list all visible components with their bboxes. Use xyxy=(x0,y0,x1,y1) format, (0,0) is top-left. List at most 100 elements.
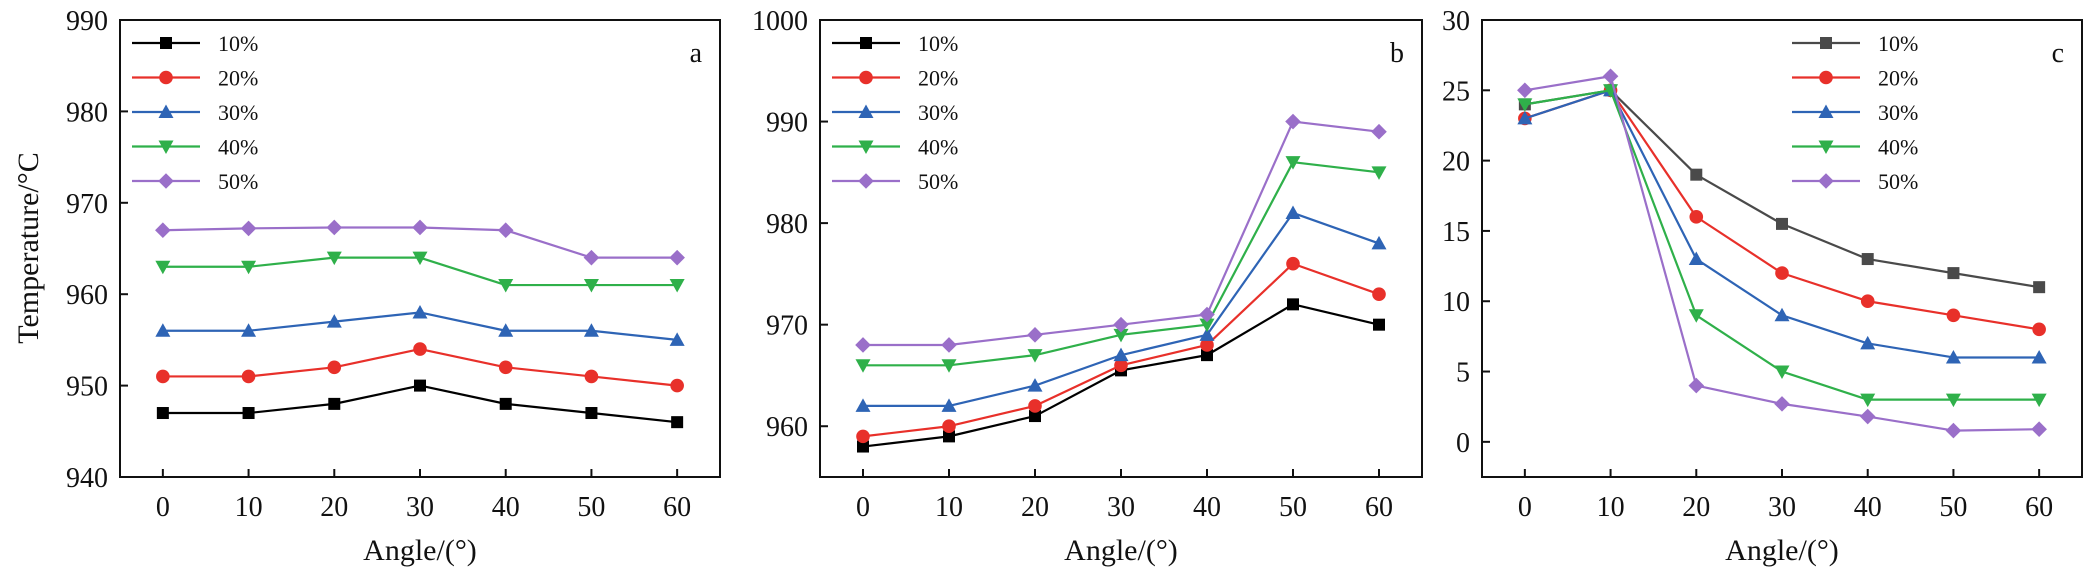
legend-marker xyxy=(859,70,873,85)
legend-marker xyxy=(158,173,174,189)
data-point xyxy=(584,369,599,384)
legend-label: 10% xyxy=(918,31,958,56)
data-point xyxy=(498,360,513,375)
legend-marker xyxy=(858,104,874,118)
y-tick-label: 20 xyxy=(1442,147,1470,178)
data-point xyxy=(941,337,957,353)
data-point xyxy=(1113,347,1129,362)
series-10% xyxy=(156,379,684,429)
legend-marker xyxy=(1818,173,1834,189)
data-point xyxy=(1028,399,1042,413)
data-point xyxy=(498,323,514,337)
legend-marker xyxy=(860,37,872,49)
data-point xyxy=(1947,267,1960,280)
data-point xyxy=(1945,422,1962,439)
y-tick-label: 970 xyxy=(66,189,108,220)
data-point xyxy=(1517,110,1533,125)
data-point xyxy=(1285,156,1301,170)
data-point xyxy=(242,407,255,420)
x-tick-label: 10 xyxy=(1597,492,1625,523)
data-point xyxy=(1689,210,1704,224)
data-point xyxy=(1774,396,1790,412)
data-point xyxy=(1517,98,1533,112)
data-point xyxy=(941,398,957,412)
y-tick-label: 0 xyxy=(1456,428,1470,459)
data-point xyxy=(941,359,957,373)
data-point xyxy=(2032,322,2046,337)
series-line xyxy=(1524,89,2040,289)
data-point xyxy=(1690,168,1703,181)
series-50% xyxy=(855,113,1387,353)
data-point xyxy=(671,416,684,429)
y-tick-label: 15 xyxy=(1442,217,1470,248)
legend-marker xyxy=(160,37,172,49)
series-30% xyxy=(155,304,685,346)
x-tick-label: 20 xyxy=(1682,492,1710,523)
data-point xyxy=(1113,328,1129,343)
series-30% xyxy=(855,205,1387,412)
x-tick-label: 0 xyxy=(156,492,170,523)
legend-marker xyxy=(159,70,173,85)
x-tick-label: 10 xyxy=(235,492,263,523)
x-tick-label: 0 xyxy=(1518,492,1532,523)
legend-label: 40% xyxy=(918,135,958,160)
data-point xyxy=(414,379,426,392)
y-tick-label: 1000 xyxy=(752,6,808,37)
data-point xyxy=(2031,349,2047,364)
data-point xyxy=(1027,349,1043,363)
legend-marker xyxy=(158,140,174,154)
data-point xyxy=(1027,327,1043,343)
data-point xyxy=(412,219,428,236)
y-tick-label: 5 xyxy=(1456,358,1470,389)
data-point xyxy=(241,369,256,384)
y-tick-label: 970 xyxy=(766,311,808,342)
data-point xyxy=(1776,217,1788,230)
legend-label: 30% xyxy=(218,100,258,125)
data-point xyxy=(2031,421,2047,437)
chart-panel-a: 0 10 20 30 40 50 60 940 950 960 970 980 990 Angle/(°)… xyxy=(12,6,721,567)
series-line xyxy=(1524,89,2040,331)
data-point xyxy=(1114,358,1128,373)
chart-panel-c: 0 10 20 30 40 50 60 0 5 10 15 20 25 30 Angle/(°) c 10% 20… xyxy=(1442,6,2083,567)
data-point xyxy=(413,342,427,356)
data-point xyxy=(1372,287,1386,302)
data-point xyxy=(1199,327,1215,341)
x-tick-label: 60 xyxy=(663,492,691,523)
y-tick-label: 990 xyxy=(766,108,808,139)
data-point xyxy=(1200,338,1214,352)
x-axis-title: Angle/(°) xyxy=(1064,534,1178,567)
legend: 10% 20% 30% 40% 50% xyxy=(132,31,258,194)
data-point xyxy=(1859,408,1876,425)
chart-panel-b: 0 10 20 30 40 50 60 960 970 980 990 1000 Angle/(°) b 1… xyxy=(752,6,1423,567)
y-tick-label: 960 xyxy=(766,412,808,443)
data-point xyxy=(1688,309,1704,323)
x-tick-label: 0 xyxy=(856,492,870,523)
data-point xyxy=(669,249,685,266)
plot-frame xyxy=(119,19,721,478)
legend-marker xyxy=(1818,140,1834,154)
data-point xyxy=(670,378,684,393)
data-point xyxy=(1945,393,1961,408)
data-point xyxy=(669,279,685,293)
plot-frame xyxy=(819,19,1423,478)
y-axis-title: Temperature/°C xyxy=(12,152,45,343)
data-point xyxy=(1602,68,1619,85)
data-point xyxy=(1371,166,1387,180)
data-point xyxy=(156,407,169,420)
data-point xyxy=(326,314,342,328)
series-40% xyxy=(155,251,685,293)
data-point xyxy=(1029,410,1041,423)
data-point xyxy=(855,398,871,412)
data-point xyxy=(1285,205,1301,219)
data-point xyxy=(2033,281,2046,294)
y-tick-label: 10 xyxy=(1442,287,1470,318)
data-point xyxy=(1688,251,1704,266)
x-tick-label: 20 xyxy=(1021,492,1049,523)
legend-label: 50% xyxy=(218,169,258,194)
y-tick-label: 30 xyxy=(1442,6,1470,37)
data-point xyxy=(326,251,342,266)
x-tick-label: 50 xyxy=(577,492,605,523)
data-point xyxy=(1861,253,1874,266)
data-point xyxy=(583,249,600,266)
